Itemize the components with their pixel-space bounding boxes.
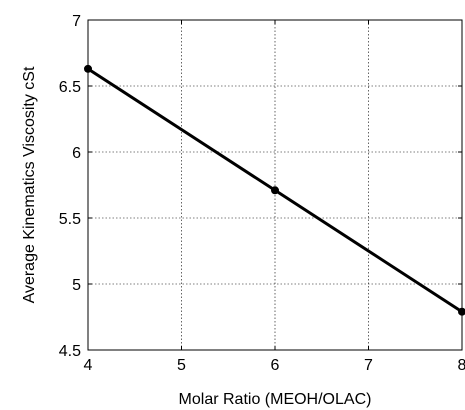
ticks [87, 19, 463, 351]
y-tick-label: 7 [72, 13, 81, 30]
x-tick-label: 8 [458, 357, 465, 374]
y-tick-label: 6.5 [59, 79, 81, 96]
y-tick-label: 4.5 [59, 343, 81, 360]
y-tick-label: 6 [72, 145, 81, 162]
x-axis-label: Molar Ratio (MEOH/OLAC) [179, 391, 372, 408]
grid [88, 20, 462, 350]
x-tick-label: 4 [84, 357, 93, 374]
y-tick-label: 5.5 [59, 211, 81, 228]
x-tick-labels: 4 5 6 7 8 [84, 357, 465, 374]
x-tick-label: 6 [271, 357, 280, 374]
data-point [458, 307, 465, 316]
x-tick-label: 5 [177, 357, 186, 374]
y-tick-labels: 4.5 5 5.5 6 6.5 7 [59, 13, 81, 360]
x-tick-label: 7 [364, 357, 373, 374]
data-point [271, 186, 279, 195]
y-tick-label: 5 [72, 277, 81, 294]
data-point [84, 64, 92, 73]
y-axis-label: Average Kinematics Viscosity cSt [21, 66, 38, 303]
series [84, 64, 465, 316]
